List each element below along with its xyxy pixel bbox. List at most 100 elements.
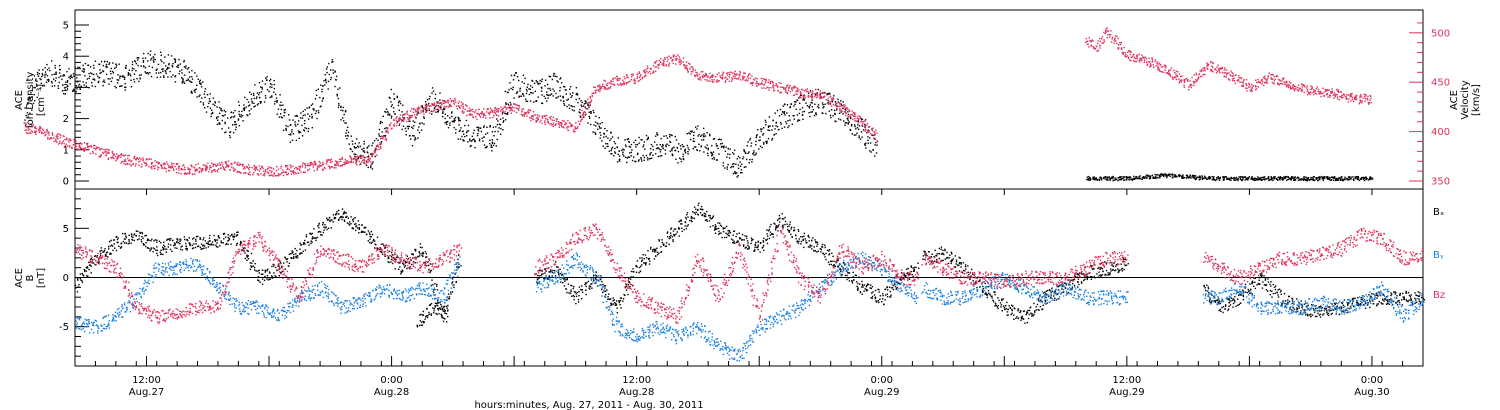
density-point (1194, 175, 1197, 177)
velocity-point (739, 74, 741, 76)
density-point (65, 81, 67, 83)
density-point (1310, 176, 1312, 179)
velocity-point (416, 108, 419, 110)
density-point (35, 79, 37, 82)
density-point (662, 144, 664, 146)
density-point (1247, 179, 1249, 181)
velocity-point (292, 165, 294, 167)
density-point (280, 113, 282, 115)
density-point (107, 78, 109, 80)
density-point (191, 81, 193, 83)
velocity-point (440, 108, 442, 111)
velocity-point (1122, 53, 1124, 55)
density-point (163, 62, 165, 64)
density-point (507, 91, 509, 94)
density-point (798, 112, 800, 115)
density-point (529, 100, 532, 102)
density-point (392, 107, 395, 109)
density-point (539, 79, 541, 82)
density-point (413, 135, 415, 137)
velocity-point (1210, 69, 1213, 71)
density-point (525, 98, 527, 100)
density-point (110, 80, 113, 83)
density-point (120, 85, 122, 87)
velocity-point (1285, 86, 1288, 88)
velocity-point (1255, 88, 1258, 90)
velocity-point (329, 159, 332, 161)
density-point (874, 144, 876, 146)
velocity-point (99, 156, 102, 158)
velocity-point (307, 169, 309, 172)
density-point (288, 114, 290, 116)
density-point (1135, 176, 1137, 178)
velocity-point (816, 96, 818, 99)
density-point (447, 127, 450, 129)
velocity-point (296, 168, 299, 170)
density-point (683, 145, 685, 148)
velocity-point (83, 142, 86, 144)
density-point (1175, 175, 1177, 177)
density-point (1130, 178, 1132, 181)
density-point (805, 102, 807, 104)
velocity-point (368, 154, 370, 156)
velocity-point (295, 173, 297, 175)
density-point (153, 57, 155, 59)
velocity-point (413, 114, 416, 116)
velocity-point (444, 107, 446, 110)
velocity-point (537, 116, 539, 119)
velocity-point (1175, 70, 1178, 72)
density-point (1306, 179, 1309, 182)
velocity-point (617, 77, 619, 80)
velocity-point (263, 175, 265, 177)
density-point (490, 146, 492, 148)
velocity-point (457, 102, 459, 104)
velocity-point (618, 84, 620, 86)
velocity-point (859, 115, 861, 117)
density-point (537, 96, 539, 98)
density-point (1086, 176, 1089, 178)
density-point (837, 101, 839, 103)
velocity-point (278, 174, 281, 176)
density-point (674, 149, 676, 152)
density-point (24, 107, 26, 109)
velocity-point (822, 97, 824, 99)
velocity-point (175, 168, 178, 170)
velocity-point (1136, 54, 1138, 56)
density-point (547, 87, 549, 90)
density-point (864, 125, 866, 127)
velocity-point (685, 61, 688, 63)
velocity-point (264, 169, 267, 171)
density-point (89, 75, 91, 78)
velocity-point (1102, 42, 1105, 44)
density-point (1314, 179, 1316, 182)
density-point (243, 104, 245, 106)
density-point (600, 127, 602, 129)
density-point (638, 136, 640, 139)
density-point (1162, 174, 1164, 177)
density-point (737, 175, 739, 177)
velocity-point (1146, 62, 1148, 64)
velocity-point (384, 138, 386, 141)
density-point (1241, 179, 1243, 182)
density-point (1193, 176, 1195, 178)
density-point (92, 78, 94, 80)
density-point (453, 121, 455, 123)
density-point (462, 130, 464, 132)
velocity-point (494, 111, 496, 113)
velocity-point (409, 115, 412, 117)
velocity-point (1231, 79, 1234, 81)
velocity-point (1142, 56, 1144, 58)
density-point (566, 105, 568, 108)
velocity-point (497, 108, 499, 110)
velocity-point (732, 75, 735, 77)
velocity-point (111, 152, 114, 154)
velocity-point (1099, 44, 1101, 47)
velocity-point (324, 167, 326, 170)
density-point (421, 122, 423, 124)
density-point (789, 106, 792, 108)
density-point (326, 66, 328, 68)
velocity-point (358, 155, 361, 158)
velocity-point (290, 173, 293, 176)
velocity-point (1284, 83, 1287, 85)
density-point (68, 76, 70, 78)
